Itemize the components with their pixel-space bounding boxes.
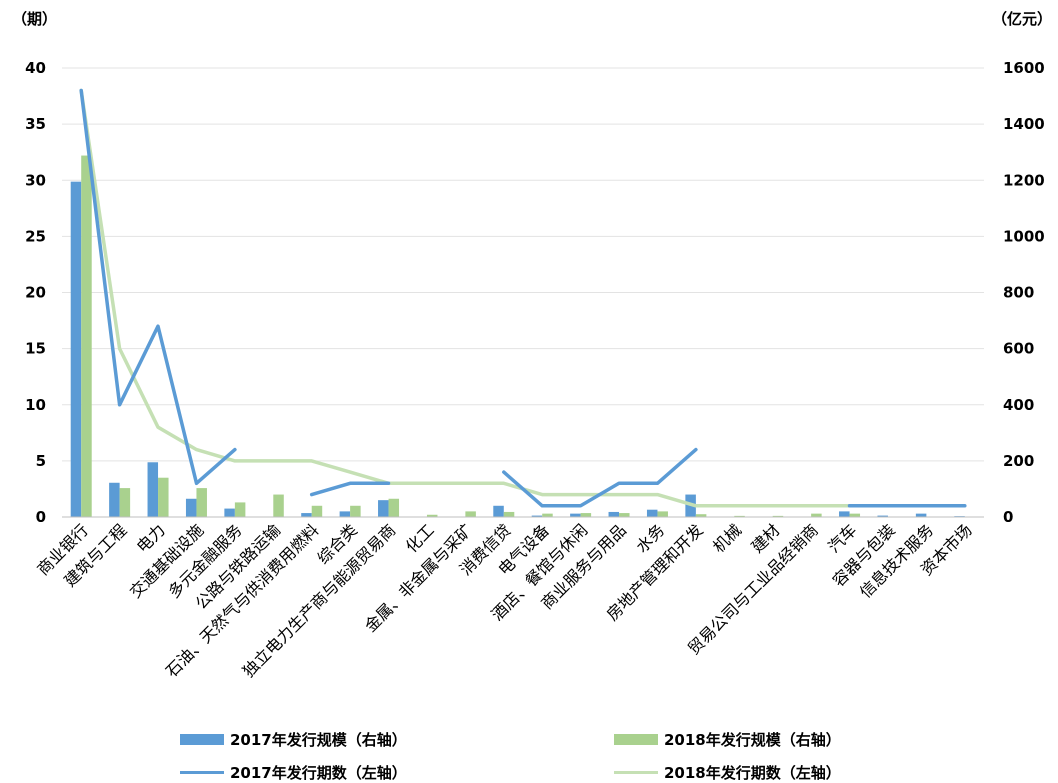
right-tick-label: 1000 (1003, 227, 1045, 245)
right-tick-label: 0 (1003, 508, 1013, 526)
right-tick-label: 1400 (1003, 115, 1045, 133)
bar-2018-10 (465, 511, 476, 517)
right-tick-label: 200 (1003, 452, 1034, 470)
bar-2018-0 (81, 155, 92, 517)
right-tick-label: 800 (1003, 284, 1034, 302)
bars (70, 155, 965, 517)
bar-2017-2 (147, 462, 159, 517)
line-2017-segment-2 (502, 447, 698, 508)
left-tick-label: 40 (25, 59, 46, 77)
bar-2017-20 (839, 511, 850, 517)
bar-2018-18 (772, 515, 784, 517)
left-tick-label: 35 (25, 115, 46, 133)
bar-2018-16 (695, 514, 707, 517)
right-tick-label: 1600 (1003, 59, 1045, 77)
bar-2018-11 (503, 511, 515, 517)
bar-2018-13 (580, 513, 592, 517)
bar-2018-7 (350, 505, 361, 517)
bar-2017-7 (339, 511, 351, 517)
bar-2018-17 (734, 515, 745, 517)
line-2018-segment-0 (79, 88, 852, 508)
legend-swatch-2017-count (180, 771, 224, 774)
bar-2018-9 (426, 514, 438, 517)
legend-2017-count: 2017年发行期数（左轴） (180, 762, 407, 783)
bar-2017-3 (185, 498, 197, 517)
legend-swatch-2017-scale (180, 734, 224, 745)
legend-swatch-2018-count (614, 771, 658, 774)
bar-2017-15 (646, 509, 658, 517)
bar-2018-2 (158, 477, 169, 517)
gridlines (62, 67, 984, 462)
legend-label-2017-count: 2017年发行期数（左轴） (230, 764, 407, 782)
bar-2017-12 (531, 515, 543, 517)
legend-swatch-2018-scale (614, 734, 658, 745)
left-tick-label: 5 (36, 452, 46, 470)
bar-2018-3 (196, 488, 207, 517)
bar-2017-4 (224, 508, 235, 517)
bar-2017-1 (109, 482, 120, 517)
legend-2017-scale: 2017年发行规模（右轴） (180, 729, 407, 750)
right-tick-label: 600 (1003, 340, 1034, 358)
legend-2018-count: 2018年发行期数（左轴） (614, 762, 841, 783)
legend-label-2018-scale: 2018年发行规模（右轴） (664, 731, 841, 749)
legend-label-2017-scale: 2017年发行规模（右轴） (230, 731, 407, 749)
bar-2018-15 (657, 511, 668, 517)
x-tick-label: 机械 (709, 520, 745, 556)
right-tick-label: 1200 (1003, 171, 1045, 189)
bar-2017-11 (493, 505, 504, 517)
bar-2017-8 (378, 500, 389, 517)
bar-2018-12 (542, 513, 553, 517)
left-tick-label: 25 (25, 227, 46, 245)
left-tick-label: 20 (25, 284, 46, 302)
bar-2018-5 (273, 494, 284, 517)
left-tick-label: 15 (25, 340, 46, 358)
bar-2017-21 (877, 515, 888, 517)
bar-2018-4 (234, 502, 246, 517)
bar-2018-20 (849, 513, 861, 517)
left-tick-label: 0 (36, 508, 46, 526)
bar-2018-14 (619, 513, 630, 517)
right-tick-label: 400 (1003, 396, 1034, 414)
bar-2017-13 (570, 513, 581, 517)
axes: 0510152025303540020040060080010001200140… (25, 59, 1045, 526)
left-tick-label: 10 (25, 396, 46, 414)
bar-2017-22 (915, 513, 927, 517)
line-2017-segment-0 (79, 88, 237, 486)
legend-2018-scale: 2018年发行规模（右轴） (614, 729, 841, 750)
bar-2018-6 (311, 505, 323, 517)
bar-2017-14 (608, 511, 620, 517)
bar-2018-19 (811, 513, 822, 517)
lines (79, 88, 967, 508)
line-2017-segment-1 (309, 481, 391, 497)
bar-2017-0 (70, 181, 82, 517)
left-axis-unit: （期） (12, 10, 58, 28)
bar-2017-6 (301, 513, 312, 517)
bar-2018-1 (119, 488, 131, 517)
left-tick-label: 30 (25, 171, 46, 189)
right-axis-unit: （亿元） (991, 10, 1052, 28)
legend-label-2018-count: 2018年发行期数（左轴） (664, 764, 841, 782)
bar-2018-8 (388, 498, 400, 517)
